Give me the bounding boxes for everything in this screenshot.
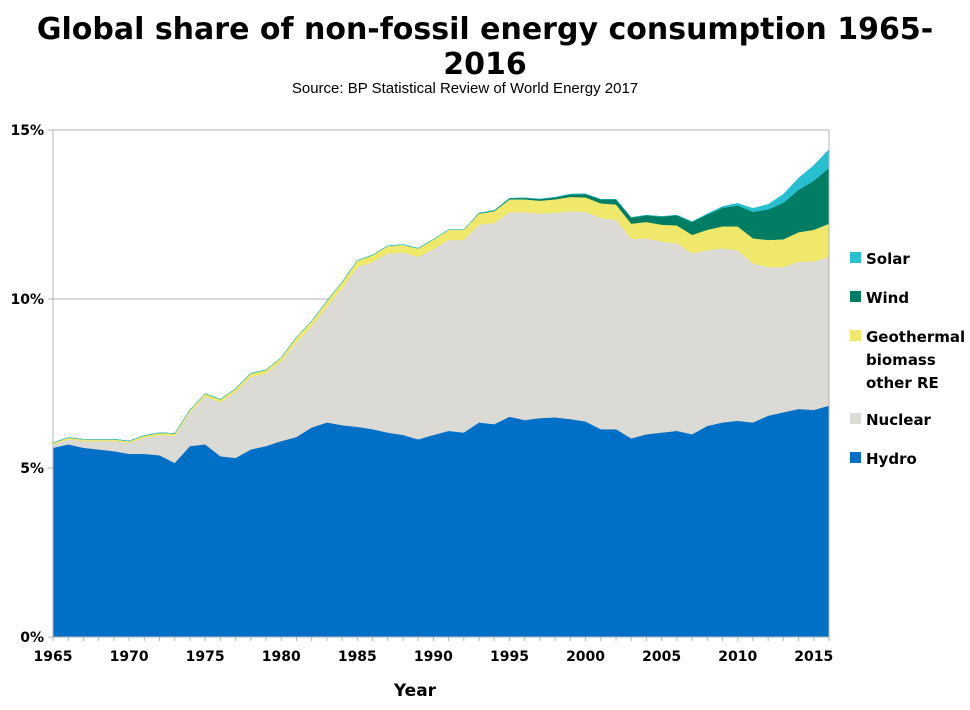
x-tick-label-9: 2010 — [718, 649, 757, 665]
x-tick-label-0: 1965 — [34, 649, 73, 665]
legend-label-geothermal: other RE — [866, 374, 939, 392]
legend-swatch-wind — [850, 291, 861, 302]
x-tick-label-7: 2000 — [566, 649, 605, 665]
y-tick-label-3: 15% — [10, 123, 44, 139]
axis-layer: 0% 5% 10% 15% 1965 1970 1975 1980 1985 1990 1995 20… — [10, 123, 833, 665]
legend-swatch-hydro — [850, 452, 861, 463]
legend-swatch-geothermal — [850, 330, 861, 341]
chart-subtitle: Source: BP Statistical Review of World E… — [291, 80, 639, 97]
legend-item-hydro: Hydro — [850, 450, 917, 468]
x-tick-label-6: 1995 — [490, 649, 529, 665]
legend-label-geothermal: biomass — [866, 351, 936, 369]
x-tick-label-8: 2005 — [642, 649, 681, 665]
chart-title: Global share of non-fossil energy consum… — [36, 12, 934, 82]
x-axis-title: Year — [393, 681, 437, 701]
legend-swatch-solar — [850, 252, 861, 263]
legend-item-geothermal: Geothermal biomass other RE — [850, 328, 965, 392]
x-tick-label-5: 1990 — [414, 649, 453, 665]
x-tick-label-2: 1975 — [186, 649, 225, 665]
x-tick-label-4: 1985 — [338, 649, 377, 665]
legend: Solar Wind Geothermal biomass other RE Nuclea… — [850, 250, 965, 468]
legend-label-nuclear: Nuclear — [866, 411, 932, 429]
x-tick-label-10: 2015 — [794, 649, 833, 665]
legend-label-hydro: Hydro — [866, 450, 917, 468]
legend-label-solar: Solar — [866, 250, 910, 268]
legend-label-geothermal: Geothermal — [866, 328, 965, 346]
y-tick-label-2: 10% — [10, 292, 44, 308]
legend-item-wind: Wind — [850, 289, 909, 307]
x-tick-label-3: 1980 — [262, 649, 301, 665]
legend-swatch-nuclear — [850, 413, 861, 424]
legend-item-nuclear: Nuclear — [850, 411, 932, 429]
y-tick-label-1: 5% — [20, 461, 44, 477]
area-layer — [52, 148, 830, 638]
legend-label-wind: Wind — [866, 289, 909, 307]
y-tick-label-0: 0% — [20, 630, 44, 646]
legend-item-solar: Solar — [850, 250, 910, 268]
x-tick-label-1: 1970 — [110, 649, 149, 665]
